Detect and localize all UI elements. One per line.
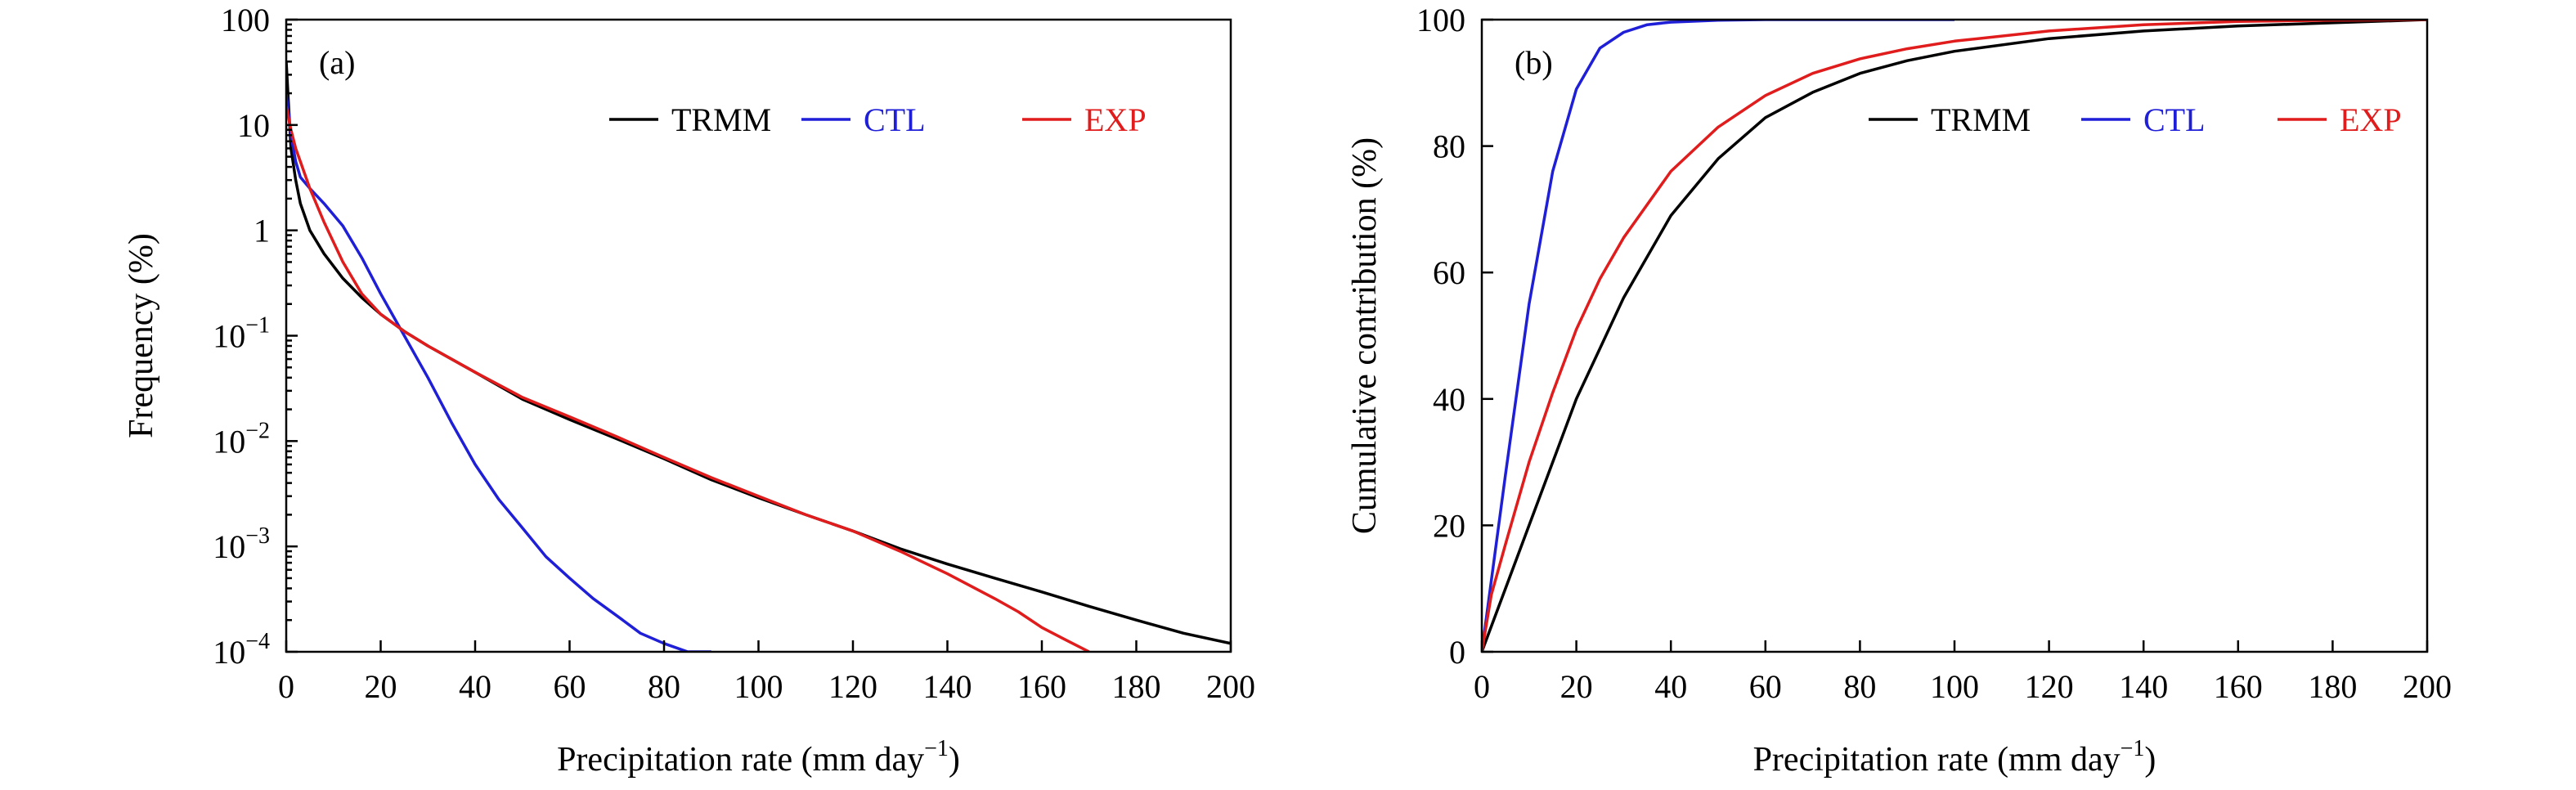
y-axis-label-a: Frequency (%) (123, 233, 160, 438)
y-tick-label-b: 0 (1449, 634, 1465, 671)
y-axis-label-b: Cumulative contribution (%) (1346, 137, 1384, 534)
x-tick-label-a: 100 (734, 668, 783, 705)
x-tick-label-b: 200 (2403, 668, 2452, 705)
x-tick-label-b: 140 (2119, 668, 2168, 705)
x-tick-label-a: 80 (648, 668, 680, 705)
x-tick-label-a: 160 (1017, 668, 1066, 705)
x-tick-label-b: 100 (1930, 668, 1979, 705)
panel-label-a: (a) (319, 44, 355, 81)
x-tick-label-a: 60 (554, 668, 586, 705)
series-line-trmm-a (286, 61, 1231, 645)
y-tick-label-a: 10 (237, 107, 270, 144)
x-tick-label-a: 20 (365, 668, 397, 705)
series-line-trmm-b (1482, 20, 2427, 652)
series-line-exp-a (286, 105, 1090, 652)
legend-label-exp-b: EXP (2340, 101, 2402, 138)
legend-label-ctl-a: CTL (864, 101, 926, 138)
y-tick-label-b: 100 (1416, 2, 1465, 38)
series-line-ctl-a (286, 92, 711, 652)
x-tick-label-a: 120 (828, 668, 877, 705)
legend-label-ctl-b: CTL (2143, 101, 2206, 138)
y-tick-label-a: 10−4 (213, 629, 270, 671)
x-tick-label-b: 20 (1560, 668, 1593, 705)
y-tick-label-b: 60 (1433, 254, 1465, 291)
panel-a: 0 20 40 60 80 100 120 140 160 180 200 100 10 1 10−1 10−… (123, 2, 1255, 779)
x-tick-label-a: 200 (1206, 668, 1255, 705)
x-axis-label-a: Precipitation rate (mm day−1) (557, 736, 960, 779)
series-line-ctl-b (1482, 20, 1954, 652)
x-tick-label-b: 0 (1474, 668, 1490, 705)
x-tick-label-b: 60 (1749, 668, 1782, 705)
y-tick-label-a: 10−1 (213, 313, 270, 355)
series-line-exp-b (1482, 20, 2427, 652)
x-tick-label-b: 120 (2025, 668, 2074, 705)
x-tick-label-b: 180 (2308, 668, 2357, 705)
y-tick-label-b: 80 (1433, 128, 1465, 165)
legend-label-trmm-a: TRMM (671, 101, 771, 138)
legend-label-trmm-b: TRMM (1931, 101, 2031, 138)
legend-b: TRMM CTL EXP (1869, 101, 2402, 138)
y-tick-label-b: 20 (1433, 507, 1465, 544)
x-tick-label-a: 0 (278, 668, 294, 705)
y-tick-label-a: 100 (221, 2, 270, 38)
legend-a: TRMM CTL EXP (609, 101, 1147, 138)
x-tick-label-a: 40 (459, 668, 491, 705)
y-tick-label-a: 10−2 (213, 418, 270, 460)
y-tick-label-b: 40 (1433, 381, 1465, 418)
x-tick-label-b: 80 (1843, 668, 1876, 705)
x-tick-label-b: 40 (1654, 668, 1687, 705)
legend-label-exp-a: EXP (1084, 101, 1147, 138)
x-tick-label-b: 160 (2214, 668, 2263, 705)
panel-b: 0 20 40 60 80 100 120 140 160 180 200 0 20 40 60 80 100 (… (1346, 2, 2452, 779)
x-axis-label-b: Precipitation rate (mm day−1) (1753, 736, 2156, 779)
x-tick-label-a: 180 (1112, 668, 1161, 705)
x-tick-label-a: 140 (923, 668, 972, 705)
y-tick-label-a: 10−3 (213, 523, 270, 565)
y-tick-label-a: 1 (254, 213, 270, 249)
panel-label-b: (b) (1515, 44, 1553, 81)
